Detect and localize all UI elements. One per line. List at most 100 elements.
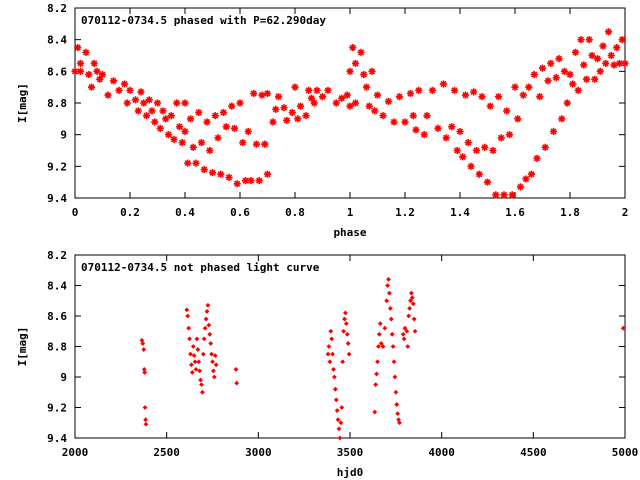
data-point: [143, 421, 149, 427]
data-point: [495, 93, 502, 100]
data-point: [372, 409, 378, 415]
data-point: [346, 103, 354, 110]
data-point: [412, 328, 418, 334]
x-tick-label: 0.2: [120, 206, 140, 219]
data-point: [198, 139, 205, 146]
unphased-chart-title: 070112-0734.5 not phased light curve: [81, 261, 320, 274]
data-point: [337, 435, 343, 441]
data-point: [335, 417, 341, 423]
data-point: [339, 405, 345, 410]
y-tick-label: 8.4: [47, 34, 67, 47]
data-point: [608, 52, 615, 59]
data-point: [187, 115, 194, 122]
data-point: [373, 382, 379, 388]
unphased-y-axis-label: I[mag]: [16, 327, 29, 367]
data-point: [74, 44, 81, 51]
unphased-points: [139, 277, 626, 441]
x-tick-label: 1.8: [560, 206, 580, 219]
data-point: [621, 60, 629, 67]
data-point: [327, 359, 333, 365]
data-point: [297, 103, 304, 110]
data-point: [489, 147, 497, 154]
data-point: [195, 347, 201, 352]
data-point: [500, 191, 508, 198]
unphased-x-axis-label: hjd0: [337, 466, 364, 479]
data-point: [110, 77, 117, 84]
data-point: [407, 90, 414, 97]
data-point: [311, 99, 318, 107]
data-point: [137, 88, 145, 96]
data-point: [77, 68, 84, 75]
data-point: [71, 68, 79, 75]
data-point: [214, 134, 222, 141]
y-tick-label: 8.2: [47, 249, 67, 262]
data-point: [525, 84, 532, 91]
data-point: [124, 99, 131, 107]
data-point: [148, 107, 156, 115]
data-point: [233, 366, 239, 372]
y-tick-label: 8.8: [47, 341, 67, 354]
data-point: [210, 359, 215, 365]
data-point: [258, 91, 266, 99]
data-point: [397, 420, 402, 426]
data-point: [126, 87, 134, 94]
data-point: [487, 103, 494, 110]
data-point: [517, 183, 524, 191]
data-point: [338, 420, 344, 426]
data-point: [360, 71, 367, 78]
data-point: [536, 93, 543, 100]
data-point: [616, 60, 623, 67]
data-point: [344, 331, 350, 337]
data-point: [597, 68, 604, 75]
data-point: [344, 91, 351, 99]
data-point: [211, 374, 217, 380]
y-tick-label: 9.2: [47, 160, 67, 173]
data-point: [332, 386, 338, 392]
data-point: [341, 328, 346, 334]
data-point: [280, 104, 288, 111]
data-point: [390, 118, 398, 126]
data-point: [411, 316, 417, 322]
data-point: [324, 87, 332, 94]
data-point: [371, 107, 378, 115]
x-tick-label: 3500: [337, 446, 364, 459]
data-point: [93, 68, 101, 75]
data-point: [202, 325, 208, 331]
data-point: [275, 93, 282, 100]
data-point: [602, 60, 609, 67]
data-point: [331, 366, 336, 372]
data-point: [308, 95, 315, 102]
data-point: [333, 99, 340, 107]
phased-ticks: 0 0.2 0.4 0.6 0.8 1 1.2 1.4 1.6 1.8 2 8.2 8.4 8.6 8.8 9…: [47, 2, 628, 219]
data-point: [481, 144, 488, 151]
data-point: [423, 112, 431, 119]
data-point: [385, 283, 390, 288]
data-point: [619, 36, 626, 43]
unphased-plot-frame: [74, 254, 626, 439]
data-point: [580, 61, 587, 69]
data-point: [193, 366, 199, 372]
data-point: [201, 336, 207, 342]
data-point: [330, 351, 335, 357]
data-point: [170, 136, 178, 143]
data-point: [465, 139, 472, 146]
data-point: [184, 160, 191, 167]
data-point: [434, 125, 442, 132]
data-point: [352, 99, 359, 107]
data-point: [564, 99, 571, 107]
data-point: [77, 60, 84, 67]
data-point: [209, 169, 216, 176]
x-tick-label: 5000: [612, 446, 639, 459]
data-point: [390, 344, 396, 349]
data-point: [211, 368, 216, 374]
data-point: [190, 344, 196, 349]
data-point: [544, 77, 552, 84]
data-point: [165, 131, 172, 138]
data-point: [498, 134, 505, 141]
data-point: [250, 90, 257, 97]
data-point: [204, 309, 210, 314]
data-point: [473, 147, 480, 154]
phased-x-axis-label: phase: [333, 226, 366, 239]
x-tick-label: 1.4: [450, 206, 470, 219]
